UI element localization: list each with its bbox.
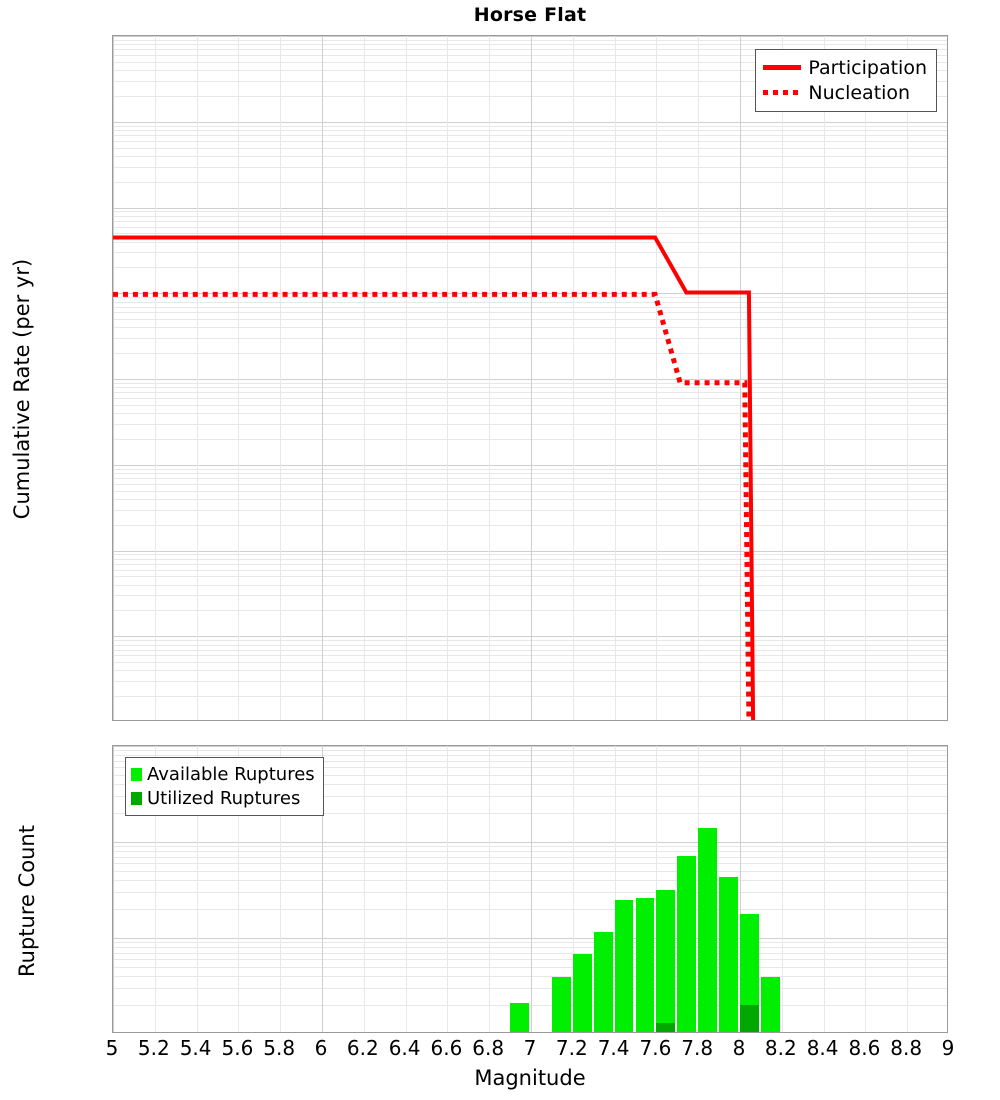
x-tick: 8.8 [890,1036,922,1060]
available-color-icon [131,768,142,781]
histogram-bar [510,1003,529,1032]
bar-segment-available [510,1003,529,1032]
legend-item-participation: Participation [763,55,927,80]
curve-nucleation [113,294,749,720]
bar-segment-available [719,877,738,1032]
histogram-bar [573,954,592,1032]
x-tick: 7.8 [681,1036,713,1060]
legend-label-utilized: Utilized Ruptures [147,788,300,809]
bar-segment-utilized [740,1005,759,1032]
x-tick: 6.8 [472,1036,504,1060]
rupture-count-panel: Available Ruptures Utilized Ruptures [112,745,948,1033]
x-tick: 5.4 [180,1036,212,1060]
bar-segment-available [656,890,675,1032]
legend-label-participation: Participation [808,57,927,79]
legend-item-utilized: Utilized Ruptures [131,786,315,810]
x-tick: 7.4 [598,1036,630,1060]
x-tick: 5.2 [138,1036,170,1060]
x-axis-label: Magnitude [112,1066,948,1090]
page-title: Horse Flat [112,4,948,26]
histogram-bar [615,900,634,1033]
histogram-bar [594,932,613,1032]
dotted-line-icon [763,90,801,95]
x-tick: 8.4 [807,1036,839,1060]
legend-label-nucleation: Nucleation [808,82,910,104]
histogram-bar [677,856,696,1032]
histogram-bar [552,977,571,1032]
legend-item-available: Available Ruptures [131,762,315,786]
bar-segment-available [636,898,655,1032]
x-tick: 7.6 [639,1036,671,1060]
x-tick: 5.6 [221,1036,253,1060]
x-tick: 6.6 [430,1036,462,1060]
histogram-bar [719,877,738,1032]
solid-line-icon [763,65,801,70]
x-tick: 6 [315,1036,328,1060]
x-tick: 7 [524,1036,537,1060]
x-tick: 5.8 [263,1036,295,1060]
histogram-bar [740,914,759,1032]
x-tick: 8 [733,1036,746,1060]
mfd-curves [113,36,947,720]
bar-segment-available [552,977,571,1032]
bar-segment-available [615,900,634,1033]
bar-segment-available [573,954,592,1032]
legend-top: Participation Nucleation [755,49,937,112]
x-tick: 6.4 [389,1036,421,1060]
utilized-color-icon [131,792,142,805]
curve-participation [113,237,753,720]
x-tick: 7.2 [556,1036,588,1060]
histogram-bar [698,828,717,1033]
bar-segment-utilized [656,1023,675,1032]
y-axis-label-top: Cumulative Rate (per yr) [10,179,34,599]
figure-root: Horse Flat Participation Nucleation Avai… [0,0,1000,1100]
x-tick: 8.6 [848,1036,880,1060]
y-axis-label-bottom: Rupture Count [15,771,39,1031]
legend-label-available: Available Ruptures [147,764,315,785]
bar-segment-available [761,977,780,1032]
bar-segment-available [677,856,696,1032]
x-tick: 8.2 [765,1036,797,1060]
bar-segment-available [594,932,613,1032]
bar-segment-available [698,828,717,1033]
x-tick: 9 [942,1036,955,1060]
cumulative-rate-panel: Participation Nucleation [112,35,948,721]
histogram-bar [636,898,655,1032]
x-tick: 5 [106,1036,119,1060]
x-tick: 6.2 [347,1036,379,1060]
histogram-bar [656,890,675,1032]
legend-item-nucleation: Nucleation [763,80,927,105]
legend-bottom: Available Ruptures Utilized Ruptures [125,757,324,816]
histogram-bar [761,977,780,1032]
